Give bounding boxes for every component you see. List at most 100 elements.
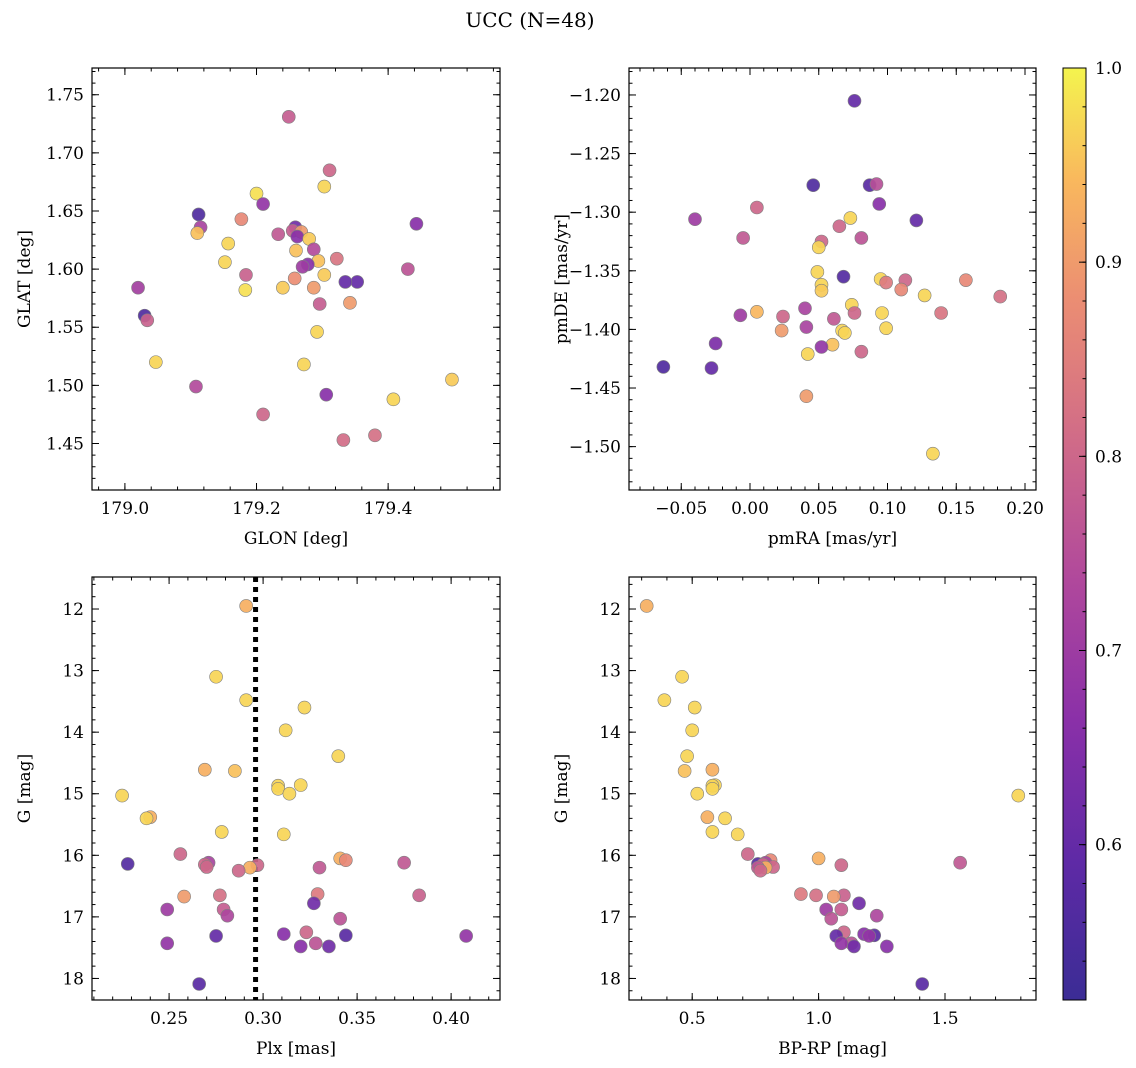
- data-point: [639, 599, 654, 613]
- data-point: [879, 275, 893, 290]
- data-point: [834, 902, 849, 917]
- y-tick-label: 18: [62, 969, 84, 989]
- data-point: [750, 200, 764, 215]
- data-point: [338, 275, 353, 289]
- data-point: [832, 219, 847, 234]
- data-point: [869, 908, 884, 923]
- data-point: [139, 811, 154, 826]
- x-tick-label: 1.0: [805, 1009, 832, 1029]
- data-point: [685, 723, 699, 738]
- data-point: [847, 94, 862, 108]
- data-point: [322, 163, 337, 178]
- y-tick-label: 13: [599, 662, 621, 682]
- data-point: [687, 700, 702, 715]
- y-tick-label: 12: [62, 600, 84, 620]
- data-point: [336, 433, 351, 447]
- data-point: [282, 786, 297, 801]
- data-point: [243, 860, 257, 875]
- x-tick-label: 179.2: [232, 499, 281, 519]
- data-point: [329, 251, 344, 266]
- data-point: [287, 271, 302, 286]
- data-point: [657, 693, 672, 707]
- data-point: [140, 313, 155, 328]
- data-point: [730, 827, 745, 842]
- y-tick-label: 16: [599, 846, 621, 866]
- data-point: [281, 110, 296, 124]
- axes-frame: [91, 576, 501, 1001]
- data-point: [445, 372, 459, 387]
- data-point: [869, 177, 884, 191]
- data-point: [278, 723, 293, 738]
- panel-pmra-pmde: pmRA [mas/yr] pmDE [mas/yr] −0.05 0.00 0.05 0…: [552, 67, 1044, 549]
- x-tick-label: −0.05: [655, 499, 707, 519]
- y-tick-label: 1.55: [46, 318, 84, 338]
- y-tick-label: 16: [62, 846, 84, 866]
- data-point: [680, 749, 694, 763]
- y-axis-label: GLAT [deg]: [15, 230, 35, 328]
- data-point: [708, 336, 723, 351]
- data-point: [798, 301, 812, 316]
- y-tick-label: 1.45: [46, 434, 84, 454]
- data-point: [401, 262, 415, 276]
- data-point: [811, 240, 826, 255]
- data-point: [397, 855, 411, 870]
- data-point: [297, 700, 312, 715]
- data-point: [838, 326, 852, 340]
- data-point: [917, 288, 932, 303]
- panel-glon-glat: GLON [deg] GLAT [deg] 179.0 179.2 179.4 1.45 1…: [15, 67, 501, 549]
- data-point: [852, 896, 866, 911]
- data-point: [239, 693, 253, 707]
- data-point: [306, 242, 321, 257]
- data-point: [256, 197, 270, 211]
- data-point: [741, 847, 755, 861]
- data-point: [705, 825, 720, 839]
- data-point: [293, 939, 308, 954]
- data-point: [834, 936, 849, 951]
- data-point: [317, 179, 332, 194]
- x-tick-label: 179.0: [101, 499, 150, 519]
- data-point: [875, 306, 889, 320]
- data-point: [827, 312, 841, 326]
- x-axis-label: pmRA [mas/yr]: [768, 529, 897, 549]
- y-tick-label: 18: [599, 969, 621, 989]
- y-tick-label: −1.20: [569, 86, 621, 106]
- data-point: [688, 212, 702, 227]
- x-tick-label: 0.35: [338, 1009, 376, 1029]
- x-axis-label: Plx [mas]: [256, 1039, 336, 1059]
- y-tick-label: −1.35: [569, 262, 621, 282]
- data-point: [120, 857, 135, 871]
- y-tick-label: 15: [599, 785, 621, 805]
- data-point: [847, 306, 862, 320]
- data-point: [704, 361, 719, 375]
- data-point: [333, 911, 347, 926]
- data-point: [736, 231, 750, 245]
- data-point: [293, 778, 308, 792]
- data-point: [811, 851, 826, 866]
- x-tick-label: 0.40: [432, 1009, 470, 1029]
- panel-bprp-g: BP-RP [mag] G [mag] 0.5 1.0 1.5 12 13 14 15 16 17 1…: [552, 576, 1037, 1059]
- data-point: [854, 231, 869, 245]
- data-point: [271, 227, 286, 242]
- data-point: [312, 860, 327, 875]
- data-point: [177, 889, 191, 904]
- data-point: [834, 858, 849, 872]
- data-point: [239, 599, 253, 613]
- data-point: [319, 387, 334, 402]
- x-tick-label: 179.4: [364, 499, 413, 519]
- data-point: [862, 929, 876, 943]
- data-point: [317, 268, 332, 282]
- x-tick-label: 1.5: [931, 1009, 958, 1029]
- data-point: [221, 236, 236, 251]
- data-point: [220, 908, 235, 923]
- y-tick-label: 1.65: [46, 202, 84, 222]
- data-point: [953, 855, 967, 870]
- y-tick-label: 17: [62, 908, 84, 928]
- data-point: [198, 762, 212, 777]
- data-point: [993, 289, 1008, 304]
- y-tick-label: −1.30: [569, 203, 621, 223]
- data-point: [190, 226, 205, 240]
- data-point: [290, 229, 305, 244]
- data-point: [750, 305, 764, 319]
- data-point: [276, 280, 290, 295]
- data-point: [825, 337, 840, 352]
